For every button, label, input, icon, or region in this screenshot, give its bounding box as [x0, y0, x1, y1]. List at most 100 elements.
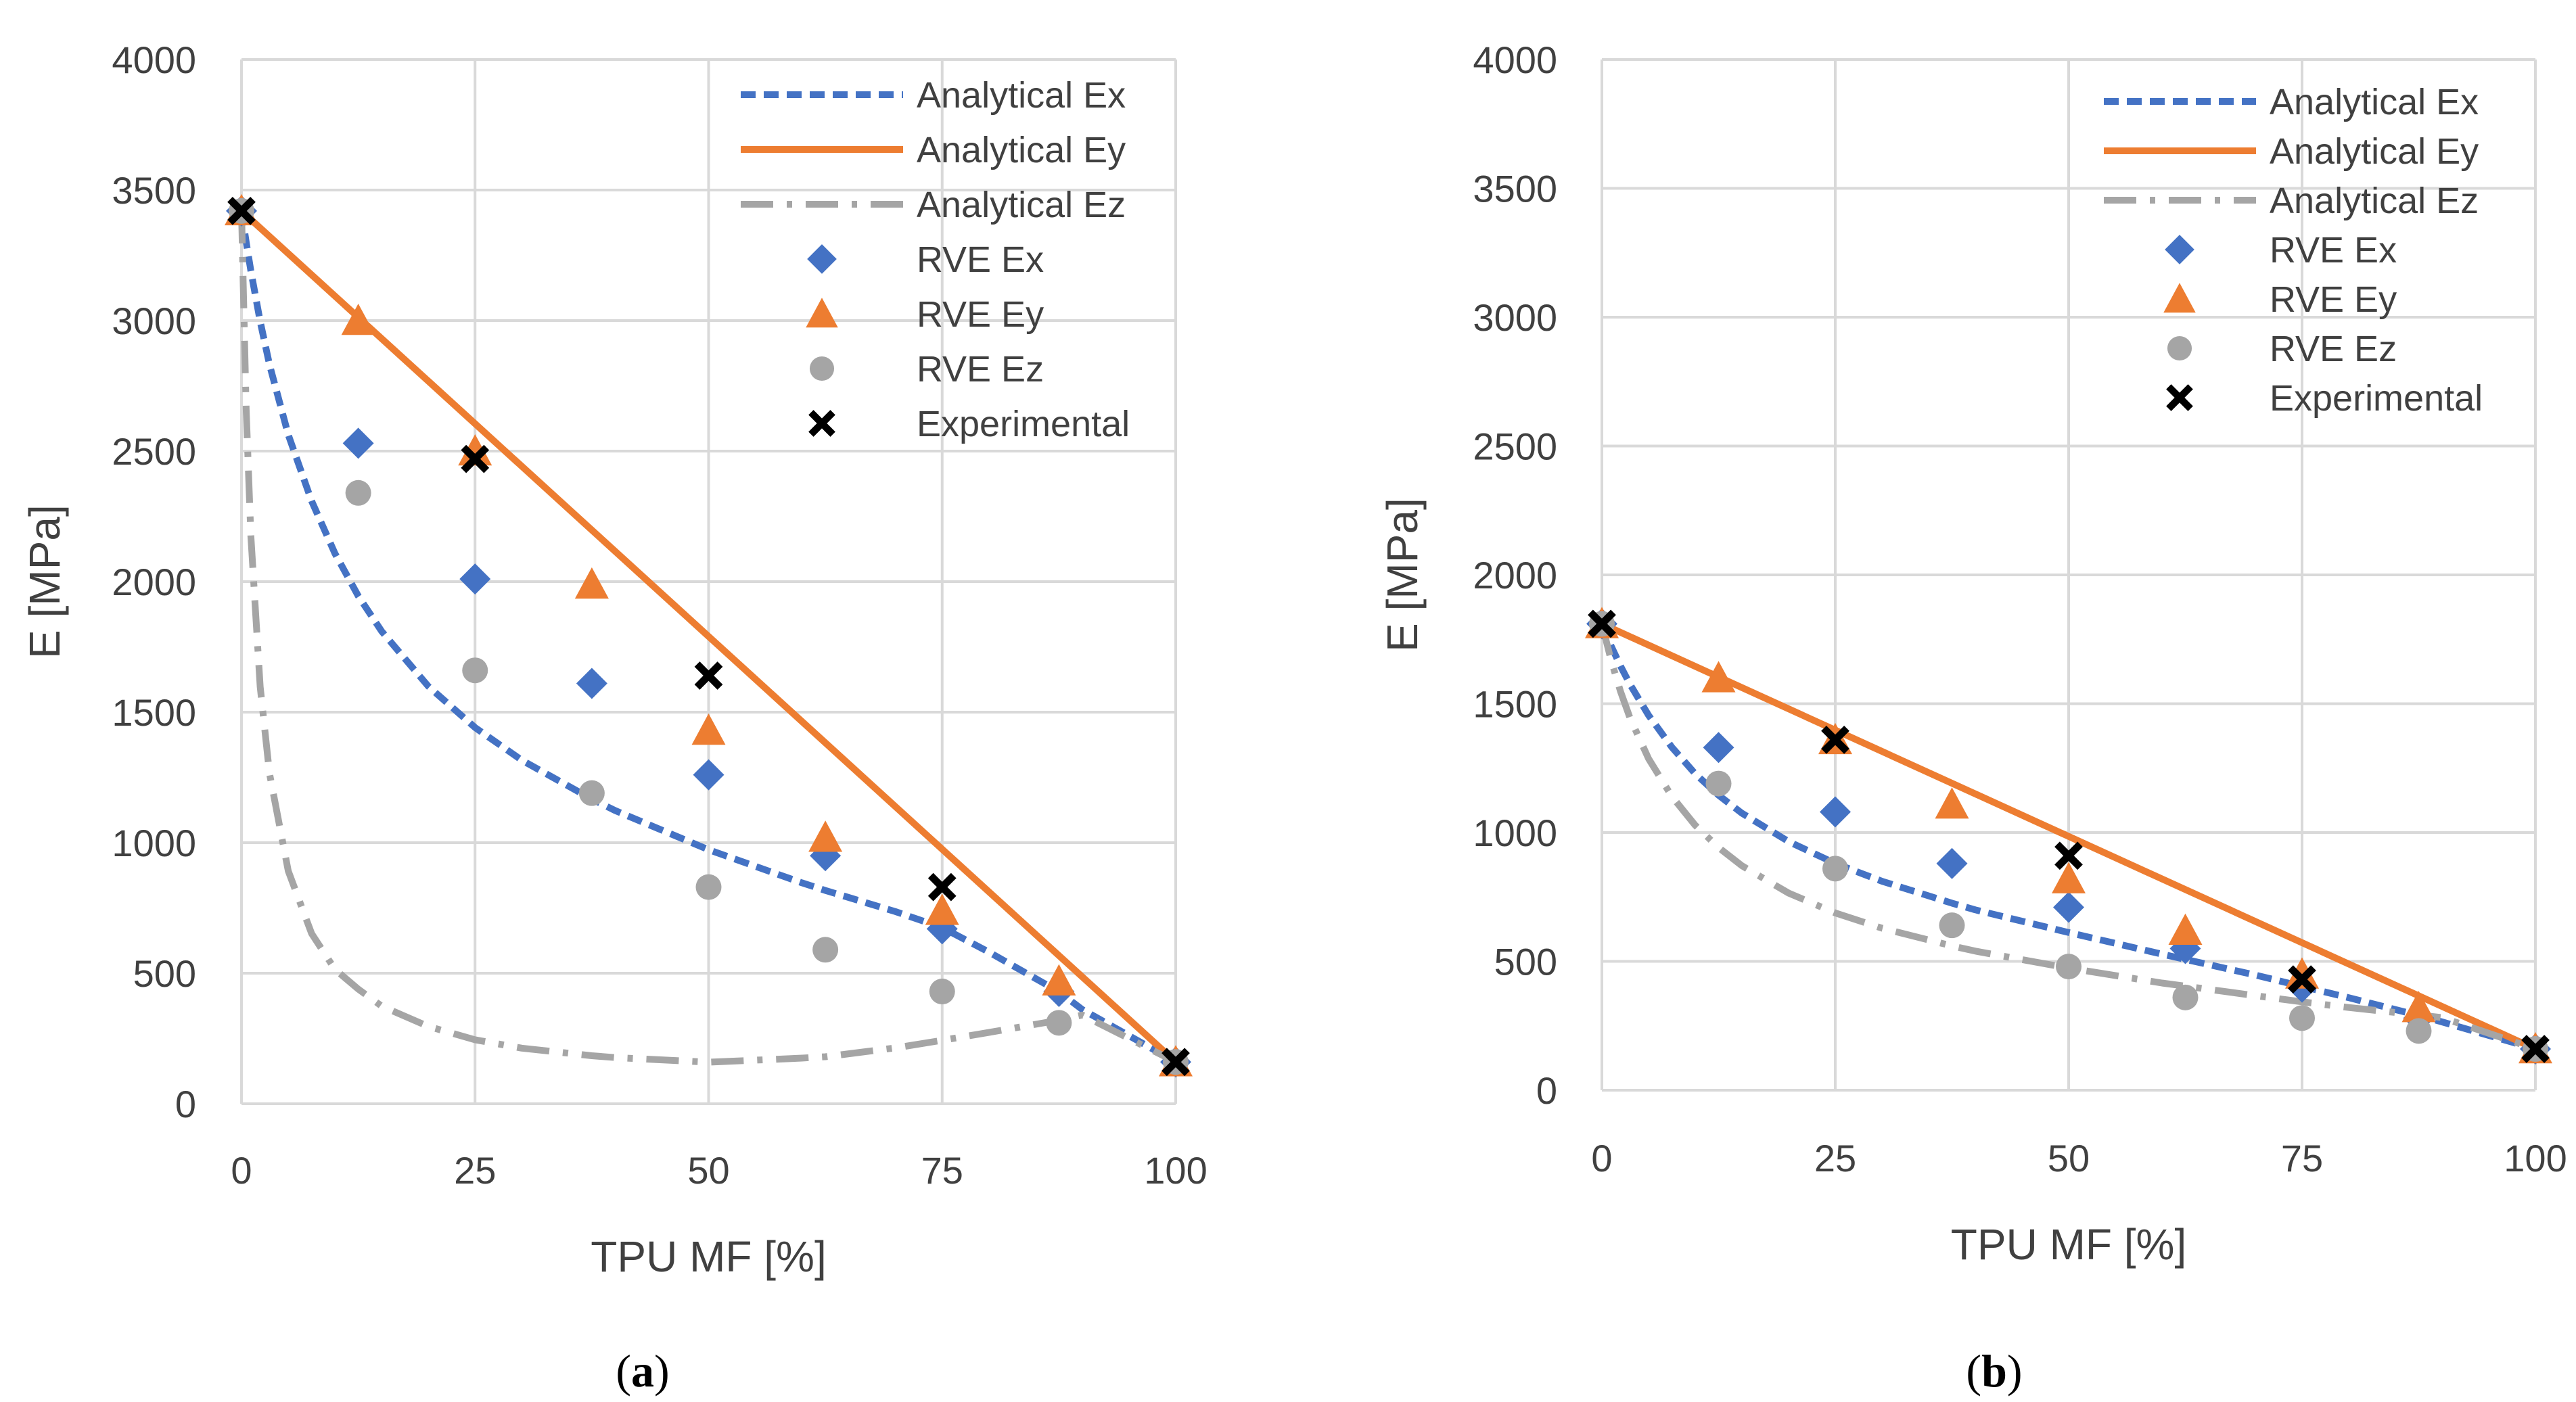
legend-item: RVE Ez — [2167, 329, 2397, 369]
data-point-rve-ez — [578, 780, 605, 806]
data-point-experimental — [694, 661, 723, 690]
data-point-experimental — [2521, 1035, 2550, 1063]
data-point-rve-ey — [1042, 964, 1076, 996]
caption-open-paren: ( — [616, 1345, 631, 1397]
legend-label: RVE Ez — [2270, 329, 2397, 369]
series-markers-experimental — [1588, 609, 2550, 1063]
legend-label: Analytical Ez — [2270, 181, 2479, 221]
panel-caption: (a) — [616, 1345, 669, 1397]
caption-letter: b — [1981, 1345, 2007, 1397]
marker-series-group — [1585, 607, 2552, 1065]
x-tick-label: 75 — [921, 1149, 963, 1192]
x-tick-label: 50 — [687, 1149, 729, 1192]
data-point-rve-ez — [1822, 856, 1848, 882]
legend-marker-swatch — [806, 298, 838, 328]
data-point-rve-ey — [808, 820, 843, 852]
data-point-rve-ez — [2172, 984, 2199, 1010]
y-tick-label: 0 — [1536, 1069, 1557, 1112]
legend-item: Analytical Ex — [2104, 82, 2479, 122]
data-point-rve-ez — [1046, 1010, 1072, 1036]
series-line-analytical-ey — [239, 208, 1178, 1065]
data-point-rve-ey — [1701, 661, 1736, 693]
legend-marker-swatch — [2165, 235, 2194, 264]
data-point-rve-ey — [2401, 991, 2436, 1023]
legend-label: Analytical Ey — [917, 130, 1126, 170]
legend-label: RVE Ex — [917, 239, 1044, 280]
y-tick-label: 2000 — [112, 561, 196, 603]
series-markers-experimental — [227, 196, 1190, 1077]
legend-item: Analytical Ey — [741, 130, 1126, 170]
data-point-rve-ez — [462, 657, 488, 684]
data-point-experimental — [461, 444, 490, 473]
y-tick-label: 2500 — [1473, 425, 1557, 468]
data-point-rve-ey — [458, 434, 492, 466]
legend: Analytical Ex Analytical Ey Analytical Ez R… — [2104, 82, 2483, 419]
series-line-analytical-ey — [1600, 620, 2537, 1052]
data-point-experimental — [227, 196, 256, 225]
y-tick-label: 1500 — [112, 691, 196, 734]
x-tick-label: 25 — [1814, 1137, 1856, 1179]
data-point-rve-ez — [345, 480, 371, 506]
caption-close-paren: ) — [654, 1345, 670, 1397]
marker-series-group — [225, 193, 1193, 1078]
y-tick-label: 1000 — [1473, 812, 1557, 854]
data-point-experimental — [927, 872, 957, 902]
data-point-rve-ex — [693, 759, 724, 791]
series-line-analytical-ez — [238, 210, 1178, 1066]
y-tick-label: 1000 — [112, 822, 196, 864]
data-point-rve-ex — [2053, 891, 2084, 923]
legend-item: Experimental — [2166, 378, 2483, 419]
y-axis-title: E [MPa] — [20, 505, 69, 659]
legend-item: Analytical Ex — [741, 75, 1126, 116]
legend-label: Experimental — [917, 404, 1130, 444]
caption-open-paren: ( — [1966, 1345, 1981, 1397]
data-point-rve-ez — [1705, 770, 1732, 797]
legend-item: Analytical Ez — [2104, 181, 2479, 221]
legend-label: RVE Ey — [917, 294, 1044, 335]
line-series-group — [1598, 620, 2537, 1052]
legend-item: Analytical Ey — [2104, 131, 2479, 172]
data-point-rve-ez — [695, 874, 722, 900]
legend-item: RVE Ex — [2165, 230, 2397, 271]
data-point-rve-ex — [576, 668, 607, 699]
x-tick-label: 100 — [1144, 1149, 1207, 1192]
caption-letter: a — [631, 1345, 654, 1397]
y-tick-label: 1500 — [1473, 683, 1557, 726]
x-tick-label: 100 — [2504, 1137, 2567, 1179]
legend: Analytical Ex Analytical Ey Analytical Ez R… — [741, 75, 1130, 444]
legend-item: RVE Ey — [806, 294, 1044, 335]
x-tick-label: 75 — [2281, 1137, 2323, 1179]
legend-marker-swatch — [2166, 384, 2193, 411]
data-point-experimental — [1821, 725, 1849, 754]
legend-item: RVE Ey — [2163, 279, 2397, 320]
legend-item: RVE Ez — [809, 349, 1044, 390]
legend-label: Analytical Ex — [917, 75, 1126, 116]
legend-marker-swatch — [2167, 335, 2192, 361]
y-tick-label: 4000 — [112, 39, 196, 81]
x-tick-label: 0 — [231, 1149, 252, 1192]
series-line-analytical-ex — [1598, 622, 2537, 1052]
legend-label: RVE Ex — [2270, 230, 2397, 271]
legend-label: RVE Ez — [917, 349, 1044, 390]
series-line-analytical-ez — [1598, 623, 2537, 1052]
y-tick-label: 3500 — [1473, 168, 1557, 210]
panel-caption: (b) — [1966, 1345, 2022, 1397]
x-axis-title: TPU MF [%] — [591, 1232, 826, 1281]
y-tick-label: 2500 — [112, 430, 196, 473]
data-point-rve-ey — [691, 714, 726, 745]
data-point-experimental — [2054, 841, 2083, 870]
x-tick-label: 50 — [2048, 1137, 2090, 1179]
x-axis-title: TPU MF [%] — [1951, 1220, 2186, 1269]
data-point-rve-ey — [1935, 787, 1969, 819]
legend-item: RVE Ex — [807, 239, 1044, 280]
legend-item: Analytical Ez — [741, 185, 1126, 225]
x-tick-label: 25 — [454, 1149, 496, 1192]
chart-panel-a: 0 500 1000 1500 2000 2500 3000 3500 4000 0 25 50 75 1… — [20, 39, 1208, 1397]
data-point-rve-ez — [929, 979, 955, 1005]
data-point-rve-ey — [2168, 913, 2203, 945]
data-point-rve-ex — [1820, 796, 1851, 828]
data-point-rve-ey — [2285, 957, 2319, 989]
y-tick-label: 3000 — [1473, 296, 1557, 339]
data-point-rve-ez — [812, 937, 839, 963]
